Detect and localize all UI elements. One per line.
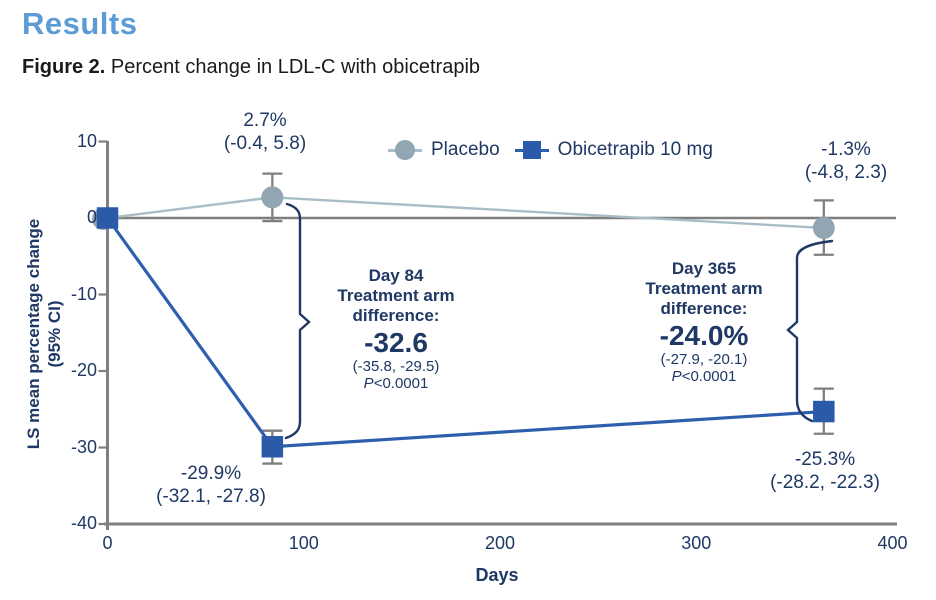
annotation-title: Day 84 <box>368 266 424 285</box>
y-tick-label: -10 <box>70 283 97 304</box>
point-value: 2.7% <box>243 110 287 131</box>
placebo-legend-marker-icon <box>388 139 422 161</box>
legend: Placebo Obicetrapib 10 mg <box>388 139 728 161</box>
annotation-ci: (-35.8, -29.5) <box>352 358 440 375</box>
x-tick-label: 400 <box>877 533 908 553</box>
p-value-text: <0.0001 <box>681 368 737 385</box>
figure-caption-text: Percent change in LDL-C with obicetrapib <box>105 56 481 78</box>
obicetrapib-marker <box>96 207 119 229</box>
brace-day365 <box>786 239 834 423</box>
annotation-line2: Treatment arm <box>337 286 455 305</box>
x-tick-label: 0 <box>102 533 113 553</box>
figure-caption: Figure 2. Percent change in LDL-C with o… <box>22 56 480 79</box>
point-value: -25.3% <box>794 449 856 470</box>
point-ci: (-28.2, -22.3) <box>770 472 880 493</box>
series-line-placebo <box>107 196 824 230</box>
p-symbol: P <box>671 368 682 385</box>
annotation-line3: difference: <box>660 299 748 318</box>
y-tick-label: 10 <box>76 130 97 151</box>
annotation-ci: (-27.9, -20.1) <box>660 351 748 368</box>
annotation-pvalue: P<0.0001 <box>594 368 814 385</box>
y-axis-title-line2: (95% CI) <box>45 300 64 368</box>
y-tick-label: 0 <box>86 207 97 227</box>
obicetrapib-legend-square <box>522 141 541 159</box>
point-value: -29.9% <box>180 463 242 484</box>
x-tick-label: 300 <box>681 533 712 553</box>
figure-caption-number: Figure 2. <box>22 56 106 78</box>
x-tick-label: 100 <box>288 533 319 553</box>
point-ci: (-4.8, 2.3) <box>804 162 888 183</box>
placebo-legend-circle <box>395 140 415 160</box>
x-axis-title: Days <box>475 565 519 585</box>
y-tick-label: -40 <box>70 513 97 533</box>
annotation-title: Day 365 <box>671 259 737 278</box>
annotation-pvalue: P<0.0001 <box>286 375 506 392</box>
placebo-marker <box>812 216 835 239</box>
y-tick-label: -20 <box>70 360 97 380</box>
y-axis-title-line1: LS mean percentage change <box>24 218 43 450</box>
point-label-obicetrapib-day365: -25.3% (-28.2, -22.3) <box>725 448 925 494</box>
point-ci: (-32.1, -27.8) <box>156 486 266 507</box>
point-label-placebo-day365: -1.3% (-4.8, 2.3) <box>746 138 936 184</box>
brace-day84 <box>284 202 311 440</box>
point-value: -1.3% <box>821 139 871 160</box>
annotation-value: -24.0% <box>659 320 749 351</box>
annotation-day84: Day 84 Treatment arm difference: -32.6 (… <box>286 266 506 392</box>
point-label-obicetrapib-day84: -29.9% (-32.1, -27.8) <box>111 462 311 508</box>
annotation-line3: difference: <box>352 306 440 325</box>
p-value-text: <0.0001 <box>373 375 429 392</box>
obicetrapib-legend-marker-icon <box>514 139 549 161</box>
x-tick-label: 200 <box>484 533 516 553</box>
obicetrapib-marker <box>261 435 284 458</box>
p-symbol: P <box>363 375 374 392</box>
point-label-placebo-day84: 2.7% (-0.4, 5.8) <box>165 109 365 155</box>
y-axis-title: LS mean percentage change (95% CI) <box>23 219 65 450</box>
page-title: Results <box>22 6 138 41</box>
annotation-line2: Treatment arm <box>645 279 763 298</box>
obicetrapib-marker <box>813 400 835 423</box>
legend-label-obicetrapib: Obicetrapib 10 mg <box>557 139 713 160</box>
placebo-marker <box>261 186 284 209</box>
y-tick-label: -30 <box>70 436 97 457</box>
legend-label-placebo: Placebo <box>431 139 500 160</box>
annotation-day365: Day 365 Treatment arm difference: -24.0%… <box>594 259 814 385</box>
point-ci: (-0.4, 5.8) <box>223 133 307 154</box>
annotation-value: -32.6 <box>364 327 428 358</box>
